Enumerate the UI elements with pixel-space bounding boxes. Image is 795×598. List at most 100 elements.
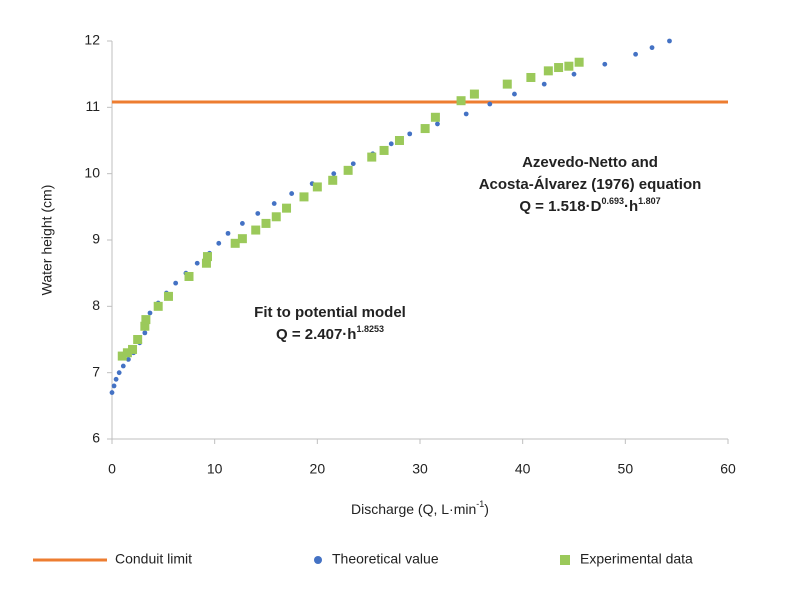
point — [122, 348, 132, 358]
point — [117, 351, 127, 361]
point — [554, 63, 564, 73]
point — [564, 61, 574, 71]
x-tick-label: 50 — [618, 461, 634, 477]
text-part: Q = 2.407·h — [276, 326, 356, 343]
y-tick-label: 10 — [84, 164, 100, 180]
point — [216, 240, 222, 246]
point — [237, 234, 247, 244]
point — [469, 89, 479, 99]
point — [230, 238, 240, 248]
point — [111, 383, 117, 389]
point — [271, 201, 277, 206]
annotation-formula: Q = 1.518·D0.693·h1.807 — [519, 196, 660, 215]
annotation-formula: Q = 2.407·h1.8253 — [276, 324, 384, 343]
legend-label: Theoretical value — [332, 551, 439, 567]
point — [194, 260, 200, 266]
y-tick-label: 12 — [84, 32, 100, 48]
point — [225, 230, 231, 236]
point — [526, 72, 536, 82]
y-axis-title: Water height (cm) — [39, 185, 55, 296]
point — [120, 363, 126, 369]
x-tick-label: 20 — [310, 461, 326, 477]
annotation-line: Acosta-Álvarez (1976) equation — [479, 176, 702, 193]
x-tick-label: 0 — [108, 461, 116, 477]
point — [463, 111, 469, 117]
annotation-line: Fit to potential model — [254, 304, 406, 321]
point — [487, 101, 493, 107]
point — [202, 252, 212, 262]
y-tick-label: 11 — [85, 98, 100, 114]
point — [394, 136, 404, 145]
x-tick-label: 60 — [720, 461, 736, 477]
point — [142, 330, 148, 336]
point — [430, 112, 440, 122]
x-axis-title: Discharge (Q, L·min-1) — [351, 499, 489, 516]
text-part: Q = 1.518·D — [519, 198, 601, 215]
text-part: ·h — [624, 198, 638, 215]
legend-label: Experimental data — [580, 551, 693, 567]
x-tick-label: 10 — [207, 461, 223, 477]
x-tick-label: 30 — [412, 461, 428, 477]
superscript: 0.693 — [601, 196, 624, 206]
point — [109, 390, 115, 395]
y-tick-label: 9 — [92, 231, 100, 247]
point — [456, 96, 466, 106]
point — [239, 221, 245, 226]
point — [350, 161, 356, 167]
point — [173, 280, 179, 286]
point — [512, 91, 517, 97]
point — [140, 321, 150, 331]
superscript: 1.807 — [638, 196, 661, 206]
point — [543, 66, 553, 76]
point — [113, 376, 119, 382]
point — [116, 370, 122, 376]
point — [571, 71, 577, 77]
y-tick-label: 6 — [92, 430, 100, 446]
point — [299, 192, 309, 202]
point — [367, 152, 377, 162]
point — [633, 51, 638, 57]
point — [602, 61, 608, 67]
legend-swatch — [314, 556, 322, 564]
point — [251, 225, 261, 235]
point — [420, 124, 430, 134]
point — [328, 175, 338, 185]
point — [255, 211, 261, 216]
point — [184, 271, 194, 281]
point — [128, 344, 138, 354]
point — [331, 171, 337, 177]
legend-label: Conduit limit — [115, 551, 192, 567]
point — [435, 121, 440, 127]
superscript: 1.8253 — [356, 324, 384, 334]
point — [649, 45, 655, 51]
superscript: -1 — [476, 499, 484, 509]
point — [407, 131, 413, 137]
point — [379, 145, 389, 155]
point — [163, 291, 173, 301]
point — [541, 81, 547, 87]
point — [141, 315, 151, 325]
point — [133, 335, 143, 344]
point — [574, 57, 584, 67]
point — [667, 38, 672, 44]
point — [261, 218, 271, 228]
point — [153, 301, 163, 311]
annotation-line: Azevedo-Netto and — [522, 154, 658, 171]
point — [289, 191, 295, 196]
y-tick-label: 7 — [92, 363, 100, 379]
point — [201, 258, 211, 268]
point — [312, 182, 322, 192]
y-tick-label: 8 — [92, 297, 100, 313]
legend-swatch — [560, 555, 570, 565]
point — [282, 203, 292, 213]
text-part: Discharge (Q, L·min — [351, 501, 476, 517]
point — [343, 165, 353, 175]
point — [147, 310, 153, 316]
point — [126, 357, 131, 362]
point — [502, 79, 512, 89]
point — [271, 212, 281, 222]
x-tick-label: 40 — [515, 461, 531, 477]
text-part: ) — [484, 501, 489, 517]
point — [388, 141, 394, 147]
